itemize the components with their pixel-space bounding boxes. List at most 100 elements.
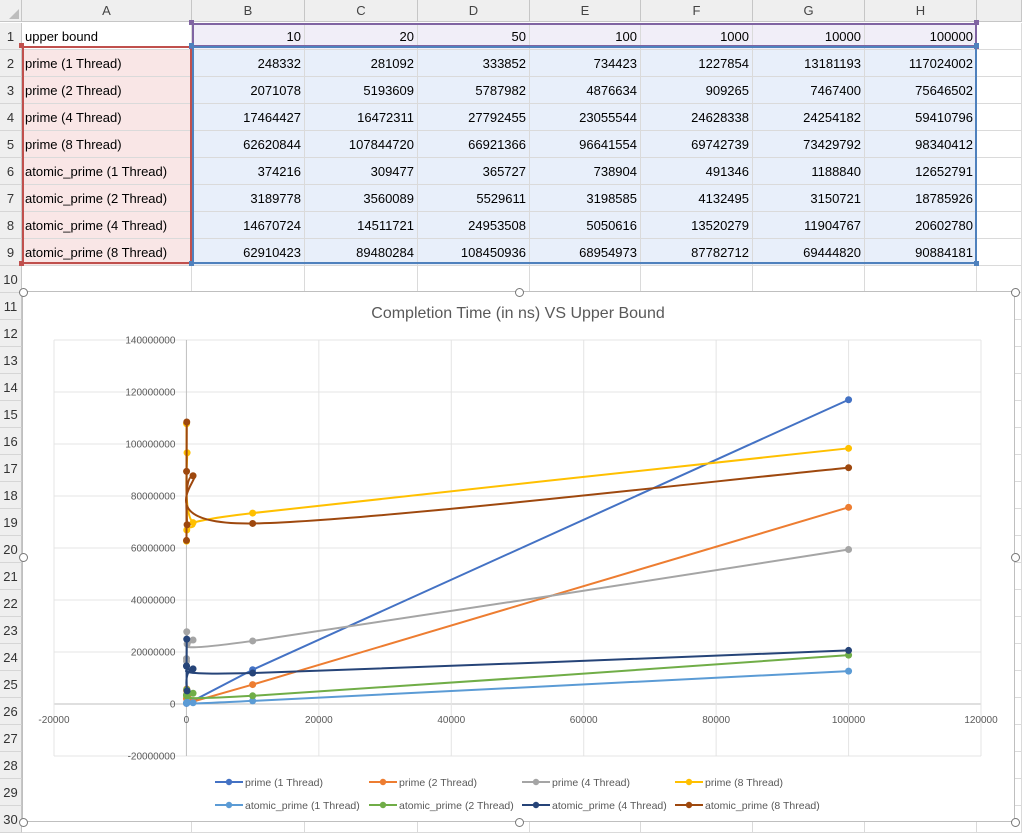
cell-a6[interactable]: atomic_prime (1 Thread)	[22, 158, 192, 185]
cell-h3[interactable]: 75646502	[865, 77, 977, 104]
column-header-e[interactable]: E	[530, 0, 641, 22]
row-header-17[interactable]: 17	[0, 455, 22, 482]
column-header-a[interactable]: A	[22, 0, 192, 22]
cell-g6[interactable]: 1188840	[753, 158, 865, 185]
row-header-27[interactable]: 27	[0, 725, 22, 752]
cell-g8[interactable]: 11904767	[753, 212, 865, 239]
cell-a4[interactable]: prime (4 Thread)	[22, 104, 192, 131]
column-header-d[interactable]: D	[418, 0, 530, 22]
row-header-29[interactable]: 29	[0, 779, 22, 806]
cell-e3[interactable]: 4876634	[530, 77, 641, 104]
cell-e7[interactable]: 3198585	[530, 185, 641, 212]
cell-d9[interactable]: 108450936	[418, 239, 530, 266]
cell-h9[interactable]: 90884181	[865, 239, 977, 266]
chart-resize-handle-4[interactable]	[1011, 553, 1020, 562]
range-highlight-y-values-handle-1[interactable]	[974, 43, 979, 48]
cell-d10[interactable]	[418, 266, 530, 293]
cell-g2[interactable]: 13181193	[753, 50, 865, 77]
row-header-20[interactable]: 20	[0, 536, 22, 563]
line-chart[interactable]: Completion Time (in ns) VS Upper Bound 14…	[19, 288, 1020, 827]
cell-a1[interactable]: upper bound	[22, 23, 192, 50]
cell-a10[interactable]	[22, 266, 192, 293]
chart-resize-handle-6[interactable]	[515, 818, 524, 827]
chart-resize-handle-1[interactable]	[515, 288, 524, 297]
cell-g3[interactable]: 7467400	[753, 77, 865, 104]
row-header-21[interactable]: 21	[0, 563, 22, 590]
cell-a9[interactable]: atomic_prime (8 Thread)	[22, 239, 192, 266]
cell-c9[interactable]: 89480284	[305, 239, 418, 266]
chart-resize-handle-2[interactable]	[1011, 288, 1020, 297]
cell-g5[interactable]: 73429792	[753, 131, 865, 158]
cell-a7[interactable]: atomic_prime (2 Thread)	[22, 185, 192, 212]
cell-e2[interactable]: 734423	[530, 50, 641, 77]
cell-c7[interactable]: 3560089	[305, 185, 418, 212]
cell-b6[interactable]: 374216	[192, 158, 305, 185]
column-header-c[interactable]: C	[305, 0, 418, 22]
column-header-g[interactable]: G	[753, 0, 865, 22]
cell-d4[interactable]: 27792455	[418, 104, 530, 131]
cell-f4[interactable]: 24628338	[641, 104, 753, 131]
column-header-f[interactable]: F	[641, 0, 753, 22]
cell-c5[interactable]: 107844720	[305, 131, 418, 158]
cell-e9[interactable]: 68954973	[530, 239, 641, 266]
cell-h10[interactable]	[865, 266, 977, 293]
range-highlight-series-names-handle-0[interactable]	[19, 43, 24, 48]
row-header-19[interactable]: 19	[0, 509, 22, 536]
cell-e8[interactable]: 5050616	[530, 212, 641, 239]
cell-h5[interactable]: 98340412	[865, 131, 977, 158]
cell-f7[interactable]: 4132495	[641, 185, 753, 212]
cell-e6[interactable]: 738904	[530, 158, 641, 185]
row-header-4[interactable]: 4	[0, 104, 22, 131]
cell-h2[interactable]: 117024002	[865, 50, 977, 77]
chart-resize-handle-7[interactable]	[1011, 818, 1020, 827]
cell-g1[interactable]: 10000	[753, 23, 865, 50]
cell-g9[interactable]: 69444820	[753, 239, 865, 266]
cell-f9[interactable]: 87782712	[641, 239, 753, 266]
cell-h8[interactable]: 20602780	[865, 212, 977, 239]
cell-b1[interactable]: 10	[192, 23, 305, 50]
cell-d5[interactable]: 66921366	[418, 131, 530, 158]
row-header-22[interactable]: 22	[0, 590, 22, 617]
cell-d8[interactable]: 24953508	[418, 212, 530, 239]
row-header-16[interactable]: 16	[0, 428, 22, 455]
range-highlight-series-names-handle-2[interactable]	[19, 261, 24, 266]
cell-f2[interactable]: 1227854	[641, 50, 753, 77]
row-header-15[interactable]: 15	[0, 401, 22, 428]
cell-d1[interactable]: 50	[418, 23, 530, 50]
row-header-13[interactable]: 13	[0, 347, 22, 374]
row-header-11[interactable]: 11	[0, 293, 22, 320]
range-highlight-x-values-handle-1[interactable]	[974, 20, 979, 25]
row-header-1[interactable]: 1	[0, 23, 22, 50]
cell-a8[interactable]: atomic_prime (4 Thread)	[22, 212, 192, 239]
cell-b4[interactable]: 17464427	[192, 104, 305, 131]
column-header-h[interactable]: H	[865, 0, 977, 22]
cell-f10[interactable]	[641, 266, 753, 293]
row-header-24[interactable]: 24	[0, 644, 22, 671]
cell-c10[interactable]	[305, 266, 418, 293]
row-header-7[interactable]: 7	[0, 185, 22, 212]
cell-e1[interactable]: 100	[530, 23, 641, 50]
range-highlight-x-values-handle-0[interactable]	[189, 20, 194, 25]
cell-c2[interactable]: 281092	[305, 50, 418, 77]
row-header-28[interactable]: 28	[0, 752, 22, 779]
cell-c6[interactable]: 309477	[305, 158, 418, 185]
row-header-12[interactable]: 12	[0, 320, 22, 347]
row-header-14[interactable]: 14	[0, 374, 22, 401]
cell-b3[interactable]: 2071078	[192, 77, 305, 104]
row-header-5[interactable]: 5	[0, 131, 22, 158]
select-all-corner[interactable]	[0, 0, 22, 22]
cell-d7[interactable]: 5529611	[418, 185, 530, 212]
cell-b10[interactable]	[192, 266, 305, 293]
cell-f5[interactable]: 69742739	[641, 131, 753, 158]
chart-resize-handle-5[interactable]	[19, 818, 28, 827]
cell-h4[interactable]: 59410796	[865, 104, 977, 131]
row-header-10[interactable]: 10	[0, 266, 22, 293]
cell-b9[interactable]: 62910423	[192, 239, 305, 266]
cell-b8[interactable]: 14670724	[192, 212, 305, 239]
row-header-9[interactable]: 9	[0, 239, 22, 266]
cell-g10[interactable]	[753, 266, 865, 293]
cell-f3[interactable]: 909265	[641, 77, 753, 104]
cell-b5[interactable]: 62620844	[192, 131, 305, 158]
cell-c4[interactable]: 16472311	[305, 104, 418, 131]
